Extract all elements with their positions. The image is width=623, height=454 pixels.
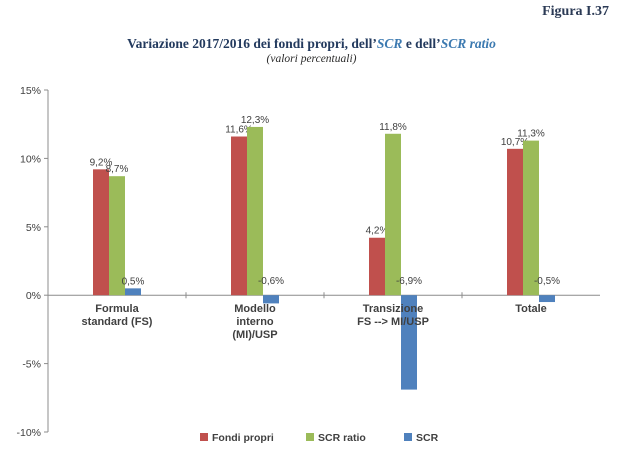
legend-swatch-scr-ratio (306, 433, 314, 441)
data-label: 11,3% (517, 129, 545, 140)
bar-scr-ratio (109, 176, 125, 296)
legend-swatch-scr (404, 433, 412, 441)
data-label: -6,9% (396, 276, 422, 287)
data-label: 11,6% (225, 125, 253, 136)
data-label: 8,7% (106, 164, 129, 175)
bar-fondi-propri (507, 148, 523, 296)
category-label: Formula (95, 303, 139, 315)
data-label: 12,3% (241, 115, 269, 126)
data-label: 0,5% (122, 276, 145, 287)
category-label: Transizione (363, 303, 424, 315)
y-tick-label: 0% (26, 290, 41, 302)
legend-label: SCR (416, 432, 439, 444)
chart-subtitle: (valori percentuali) (266, 53, 357, 65)
bar-scr (539, 295, 555, 303)
bar-scr-ratio (385, 133, 401, 296)
category-label: FS --> MI/USP (357, 316, 429, 328)
y-tick-label: 15% (20, 85, 41, 97)
category-label: standard (FS) (82, 316, 153, 328)
title-part-1: Variazione 2017/2016 dei fondi propri, d… (127, 36, 377, 51)
category-label: interno (236, 316, 274, 328)
bar-scr (401, 295, 417, 390)
data-label: 11,8% (379, 122, 407, 133)
title-em-scr: SCR (376, 36, 403, 51)
category-label: (MI)/USP (232, 329, 277, 341)
data-label: -0,5% (534, 276, 560, 287)
data-label: 9,2% (90, 157, 113, 168)
bar-fondi-propri (369, 237, 385, 296)
y-tick-label: -10% (16, 427, 41, 439)
y-tick-label: 5% (26, 222, 41, 234)
category-label: Modello (234, 303, 276, 315)
bar-scr (125, 288, 141, 296)
chart-title-main: Variazione 2017/2016 dei fondi propri, d… (0, 36, 623, 52)
title-part-2: e dell’ (402, 36, 441, 51)
chart-title: Variazione 2017/2016 dei fondi propri, d… (0, 36, 623, 65)
bar-scr-ratio (523, 140, 539, 296)
title-em-scr-ratio: SCR ratio (440, 36, 496, 51)
legend-label: SCR ratio (318, 432, 366, 444)
legend-swatch-fondi-propri (200, 433, 208, 441)
bar-scr (263, 295, 279, 304)
figure-label: Figura I.37 (542, 4, 609, 19)
data-label: 10,7% (501, 137, 529, 148)
bar-fondi-propri (93, 169, 109, 296)
data-label: 4,2% (366, 226, 389, 237)
legend-label: Fondi propri (212, 432, 274, 444)
bar-scr-ratio (247, 126, 263, 296)
y-tick-label: -5% (22, 359, 41, 371)
category-label: Totale (515, 303, 547, 315)
data-label: -0,6% (258, 276, 284, 287)
y-tick-label: 10% (20, 153, 41, 165)
bar-fondi-propri (231, 136, 247, 296)
